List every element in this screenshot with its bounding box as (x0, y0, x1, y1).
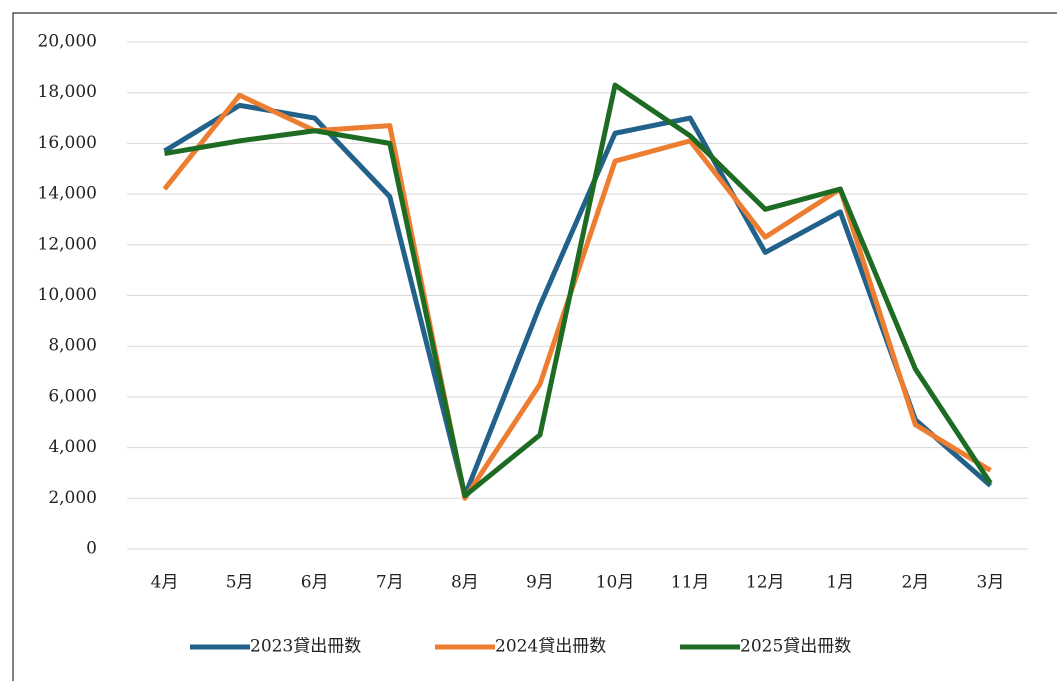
y-tick-label: 16,000 (38, 133, 97, 153)
y-tick-label: 0 (86, 539, 97, 559)
x-tick-label: 12月 (746, 573, 785, 593)
y-tick-label: 8,000 (48, 336, 97, 356)
y-tick-label: 18,000 (38, 82, 97, 102)
series-line (164, 82, 993, 499)
x-tick-label: 7月 (376, 573, 404, 593)
x-tick-label: 10月 (596, 573, 635, 593)
x-tick-label: 2月 (901, 573, 929, 593)
x-tick-label: 4月 (151, 573, 179, 593)
chart-frame (12, 12, 1057, 681)
y-tick-label: 6,000 (48, 386, 97, 406)
x-tick-label: 9月 (526, 573, 554, 593)
x-tick-label: 5月 (226, 573, 254, 593)
series-line (163, 102, 993, 499)
y-tick-label: 12,000 (38, 234, 97, 254)
x-tick-label: 1月 (826, 573, 854, 593)
y-tick-label: 10,000 (38, 285, 97, 305)
x-tick-label: 3月 (977, 573, 1005, 593)
legend-label: 2025貸出冊数 (740, 637, 851, 657)
legend-label: 2023貸出冊数 (250, 637, 361, 657)
y-tick-label: 4,000 (48, 437, 97, 457)
y-tick-label: 2,000 (48, 488, 97, 508)
y-tick-label: 20,000 (38, 32, 97, 52)
series-line (162, 92, 992, 501)
legend-label: 2024貸出冊数 (495, 637, 606, 657)
x-tick-label: 6月 (301, 573, 329, 593)
x-tick-label: 8月 (451, 573, 479, 593)
x-tick-label: 11月 (671, 573, 710, 593)
y-tick-label: 14,000 (38, 184, 97, 204)
